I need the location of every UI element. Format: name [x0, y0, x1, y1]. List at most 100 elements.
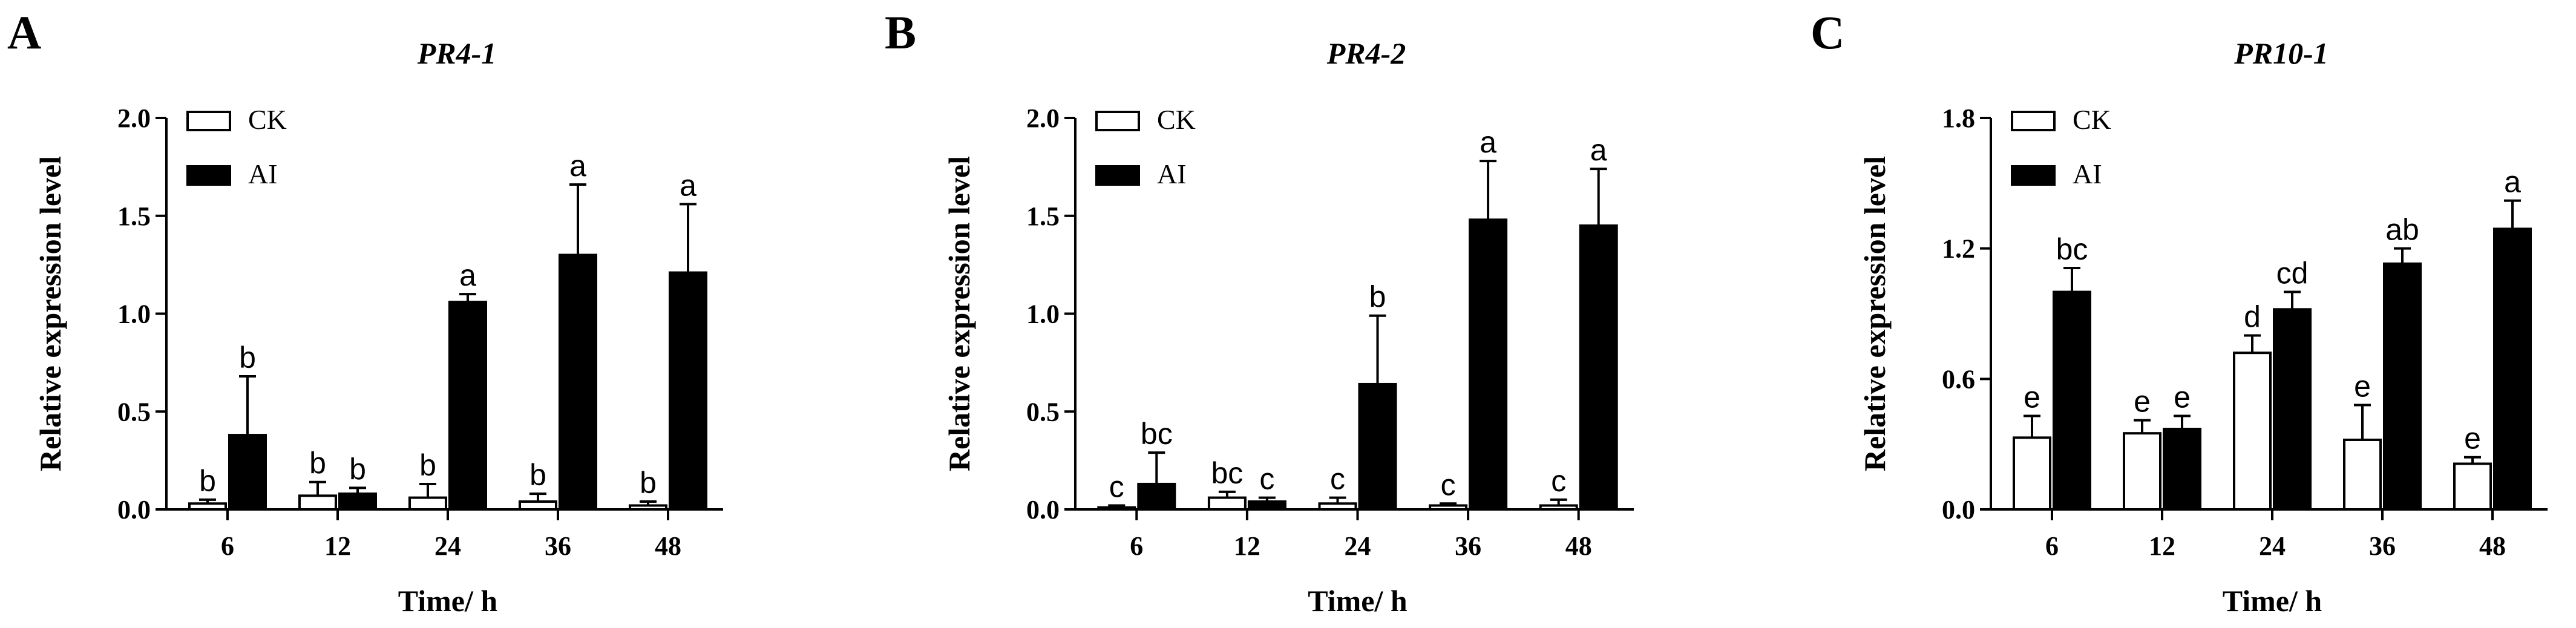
y-tick-label: 1.0	[1026, 299, 1060, 329]
significance-label: b	[199, 464, 216, 498]
significance-label: a	[1590, 133, 1607, 167]
bar-ai	[2163, 428, 2201, 511]
bar-ck	[1207, 496, 1247, 511]
significance-label: c	[1330, 462, 1345, 496]
significance-label: b	[349, 452, 366, 486]
x-tick-label: 48	[2479, 531, 2506, 561]
significance-label: a	[2504, 165, 2521, 199]
x-tick-label: 24	[1345, 531, 1371, 561]
legend-swatch-ck	[186, 111, 231, 131]
y-tick-label: 1.0	[117, 299, 151, 329]
significance-label: c	[1109, 470, 1124, 504]
x-tick-label: 48	[1565, 531, 1592, 561]
y-tick-label: 0.0	[117, 495, 151, 525]
bar-ai	[1579, 224, 1618, 511]
bar-ai	[2053, 290, 2091, 511]
x-tick-label: 36	[1455, 531, 1481, 561]
y-tick-label: 2.0	[117, 103, 151, 133]
legend-label: AI	[248, 159, 278, 189]
x-tick-label: 12	[2149, 531, 2175, 561]
x-tick-label: 24	[434, 531, 461, 561]
x-tick-label: 24	[2259, 531, 2286, 561]
significance-label: b	[1369, 280, 1386, 314]
significance-label: b	[640, 466, 657, 500]
legend-label: CK	[248, 104, 287, 135]
significance-label: c	[1259, 462, 1274, 496]
significance-label: c	[1551, 464, 1566, 498]
significance-label: ab	[2385, 213, 2419, 247]
y-tick-label: 0.0	[1942, 495, 1975, 525]
significance-label: d	[2244, 299, 2261, 333]
y-axis-label: Relative expression level	[33, 156, 67, 471]
bar-ck	[2233, 352, 2272, 511]
y-tick-label: 1.8	[1942, 103, 1975, 133]
bar-ai	[2273, 308, 2312, 511]
x-tick-label: 6	[221, 531, 234, 561]
y-axis-label: Relative expression level	[1858, 156, 1892, 471]
significance-label: e	[2464, 422, 2481, 456]
x-tick-label: 12	[1234, 531, 1260, 561]
significance-label: bc	[1211, 456, 1243, 490]
chart-title: PR4-1	[417, 36, 497, 70]
bar-ck	[1429, 504, 1468, 511]
significance-label: a	[680, 168, 696, 202]
panel-letter: C	[1811, 6, 1844, 59]
bar-ck	[629, 504, 667, 511]
x-axis-label: Time/ h	[398, 584, 498, 618]
chart-panel-c: C PR10-1 0.0 0.6 1.2 1.8 6 12 24 36 48 Time/ h Relat…	[1811, 6, 2548, 618]
chart-panel-a: A PR4-1 0.0 0.5 1.0 1.5 2.0 6 12 24 36 48 Time/ h Rel…	[7, 6, 723, 618]
panel-letter: A	[7, 6, 41, 59]
bar-ai	[2383, 262, 2422, 511]
x-tick-label: 36	[545, 531, 571, 561]
bar-ck	[1539, 504, 1578, 511]
bar-ck	[1318, 502, 1357, 511]
x-tick-label: 6	[1130, 531, 1143, 561]
legend-label: AI	[1157, 159, 1187, 189]
significance-label: b	[239, 341, 256, 375]
bar-ai	[1137, 482, 1176, 511]
legend-swatch-ai	[186, 165, 231, 186]
significance-label: b	[529, 458, 546, 492]
bar-ck	[2343, 438, 2382, 511]
y-tick-label: 1.5	[1026, 201, 1060, 231]
legend-swatch-ai	[1095, 165, 1140, 186]
y-tick-label: 1.2	[1942, 234, 1975, 264]
y-tick-label: 1.5	[117, 201, 151, 231]
y-tick-label: 0.6	[1942, 364, 1975, 394]
bar-ai	[1469, 218, 1508, 511]
legend-swatch-ck	[1095, 111, 1140, 131]
bar-ai	[559, 253, 597, 511]
bar-ai	[669, 271, 707, 511]
x-tick-label: 12	[324, 531, 351, 561]
legend-label: CK	[2073, 104, 2111, 135]
significance-label: bc	[2056, 232, 2088, 266]
significance-label: e	[2134, 385, 2151, 419]
y-tick-label: 0.0	[1026, 495, 1060, 525]
bar-ck	[519, 500, 557, 511]
chart-panel-b: B PR4-2 0.0 0.5 1.0 1.5 2.0 6 12 24 36 48 Time/ h Rel…	[885, 6, 1634, 618]
significance-label: a	[569, 149, 586, 183]
significance-label: c	[1441, 468, 1456, 502]
bar-ck	[298, 494, 337, 511]
bar-ai	[1358, 382, 1397, 511]
significance-label: e	[2024, 380, 2040, 414]
significance-label: b	[309, 446, 326, 480]
x-axis-label: Time/ h	[2223, 584, 2322, 618]
x-tick-label: 48	[655, 531, 681, 561]
significance-label: e	[2354, 369, 2371, 403]
significance-label: bc	[1141, 417, 1173, 451]
x-axis-label: Time/ h	[1308, 584, 1408, 618]
bar-ai	[228, 434, 267, 511]
legend-label: AI	[2073, 159, 2102, 189]
bar-ai	[1247, 500, 1286, 511]
y-tick-label: 0.5	[117, 397, 151, 427]
bar-ck	[2453, 462, 2492, 511]
bar-ai	[448, 301, 487, 511]
legend-swatch-ai	[2011, 165, 2056, 186]
significance-label: b	[419, 448, 436, 482]
panel-letter: B	[885, 6, 916, 59]
x-tick-label: 6	[2045, 531, 2059, 561]
significance-label: cd	[2276, 257, 2309, 290]
y-axis-label: Relative expression level	[942, 156, 976, 471]
